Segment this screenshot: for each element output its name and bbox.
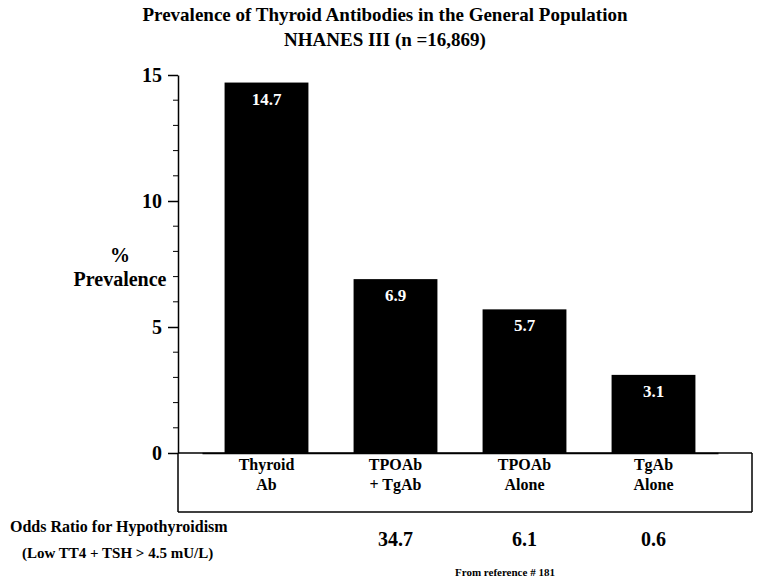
y-tick: 15 [142,64,178,86]
y-minor-tick [173,251,178,252]
bar [354,279,438,453]
y-tick-mark [168,453,178,455]
bar [612,375,696,453]
y-tick: 0 [152,442,178,464]
x-tick: TPOAb Alone [498,453,551,493]
data-label: 14.7 [252,90,282,109]
y-axis-title: %Prevalence [74,244,167,290]
y-minor-tick [173,276,178,277]
x-tick-label: Thyroid Ab [239,456,295,492]
y-tick-mark [168,201,178,203]
x-tick-label: TPOAb + TgAb [369,456,422,493]
data-label: 6.9 [385,286,406,305]
odds-ratio-value: 34.7 [378,528,413,550]
y-axis: 0 5 10 15 [142,64,179,464]
odds-ratio-subtitle: (Low TT4 + TSH > 4.5 mU/L) [22,545,213,562]
x-tick-label-line: Alone [634,476,674,493]
odds-ratio-value: 6.1 [512,528,537,550]
y-tick-label: 15 [142,64,162,86]
y-axis-line [178,76,180,454]
title: Prevalence of Thyroid Antibodies in the … [142,4,627,25]
odds-ratio-title: Odds Ratio for Hypothyroidism [10,518,228,536]
frame-line [178,511,752,513]
y-minor-tick [173,427,178,428]
chart-container: Prevalence of Thyroid Antibodies in the … [0,0,770,583]
x-axis-line [203,453,719,455]
chart-svg: Prevalence of Thyroid Antibodies in the … [0,0,770,583]
y-minor-tick [173,377,178,378]
data-labels: 14.7 6.9 5.7 3.1 [252,90,665,401]
y-axis-title-line: Prevalence [74,268,167,290]
y-tick: 10 [142,190,178,212]
y-tick-label: 0 [152,442,162,464]
y-minor-ticks [173,100,178,428]
subtitle: NHANES III (n =16,869) [284,29,486,51]
x-tick-label-line: Ab [256,476,277,493]
x-axis: Thyroid Ab TPOAb + TgAb TPOAb Alone TgAb Alone [203,453,719,494]
x-tick-label-line: + TgAb [370,476,422,494]
y-minor-tick [173,301,178,302]
bar [225,83,309,453]
y-axis-title-line: % [110,244,130,266]
y-tick-label: 10 [142,190,162,212]
x-tick-label-line: TPOAb [498,456,551,473]
y-tick-mark [168,75,178,77]
source: From reference # 181 [455,566,555,578]
bar [483,309,567,453]
y-tick-mark [168,327,178,329]
odds-ratio: Odds Ratio for Hypothyroidism (Low TT4 + … [10,518,666,562]
x-tick: TPOAb + TgAb [369,453,422,494]
x-tick-label: TPOAb Alone [498,456,551,492]
odds-ratio-value: 0.6 [641,528,666,550]
x-tick-label-line: Alone [505,476,545,493]
y-minor-tick [173,100,178,101]
y-minor-tick [173,226,178,227]
data-label: 5.7 [514,316,536,335]
frame-line [751,453,753,512]
y-tick: 5 [152,316,178,338]
y-tick-label: 5 [152,316,162,338]
y-minor-tick [173,150,178,151]
y-minor-tick [173,352,178,353]
x-tick: TgAb Alone [634,453,674,493]
frame-line [177,453,179,512]
y-minor-tick [173,125,178,126]
y-minor-tick [173,402,178,403]
y-minor-tick [173,175,178,176]
x-tick-label-line: Thyroid [239,456,295,474]
data-label: 3.1 [643,382,664,401]
x-tick-label-line: TgAb [634,456,673,474]
x-tick-label: TgAb Alone [634,456,674,492]
frame [178,453,752,512]
plot-area [225,83,696,453]
x-tick-label-line: TPOAb [369,456,422,473]
x-tick: Thyroid Ab [239,453,295,493]
